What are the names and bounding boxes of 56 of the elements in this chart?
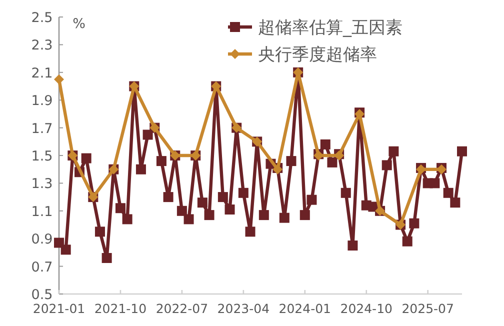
x-tick-label: 2022-07 <box>156 301 208 316</box>
y-tick-label: 2.1 <box>31 65 53 82</box>
point <box>184 214 194 224</box>
point <box>306 194 317 205</box>
y-tick-label: 2.3 <box>31 38 53 54</box>
point <box>81 153 92 164</box>
point <box>102 252 112 263</box>
point <box>348 240 358 251</box>
y-tick-label: 0.9 <box>31 232 53 248</box>
point <box>300 210 310 220</box>
point <box>224 204 235 215</box>
y-tick-label: 1.3 <box>31 176 53 192</box>
point <box>457 146 467 156</box>
point <box>443 188 454 198</box>
y-tick-label: 1.7 <box>31 120 53 137</box>
y-tick-label: 1.9 <box>31 93 53 110</box>
point <box>156 156 166 166</box>
x-tick-label: 2025-07 <box>402 301 454 316</box>
point <box>279 212 290 223</box>
point <box>238 188 248 198</box>
point <box>340 188 351 198</box>
point <box>382 160 392 170</box>
y-tick-label: 2.5 <box>31 10 53 26</box>
point <box>320 139 330 150</box>
x-tick-label: 2024-10 <box>340 301 393 316</box>
x-tick-label: 2021-01 <box>32 301 86 316</box>
point <box>430 178 440 188</box>
y-axis-title: % <box>72 16 86 32</box>
y-tick-label: 1.5 <box>31 148 53 164</box>
point <box>327 157 338 168</box>
y-tick-label: 1.1 <box>31 204 53 220</box>
point <box>115 203 126 214</box>
point <box>388 146 399 156</box>
point <box>94 226 105 237</box>
point <box>54 74 64 84</box>
point <box>163 192 174 202</box>
x-tick-label: 2021-10 <box>94 301 147 316</box>
point <box>176 206 187 216</box>
point <box>136 164 146 174</box>
point <box>197 198 208 208</box>
y-tick-label: 0.7 <box>31 259 53 276</box>
point <box>204 210 214 220</box>
point <box>122 214 132 224</box>
point <box>402 236 412 246</box>
point <box>258 210 269 220</box>
y-tick-label: 0.5 <box>31 287 53 303</box>
point <box>450 198 460 208</box>
point <box>286 156 296 166</box>
legend-label: 超储率估算_五因素 <box>258 18 402 38</box>
point <box>218 192 228 202</box>
x-tick-label: 2023-04 <box>217 301 270 316</box>
x-tick-label: 2024-01 <box>278 301 332 316</box>
point <box>60 244 71 255</box>
legend-label: 央行季度超储率 <box>258 45 377 65</box>
point <box>245 226 256 237</box>
point <box>409 218 420 228</box>
